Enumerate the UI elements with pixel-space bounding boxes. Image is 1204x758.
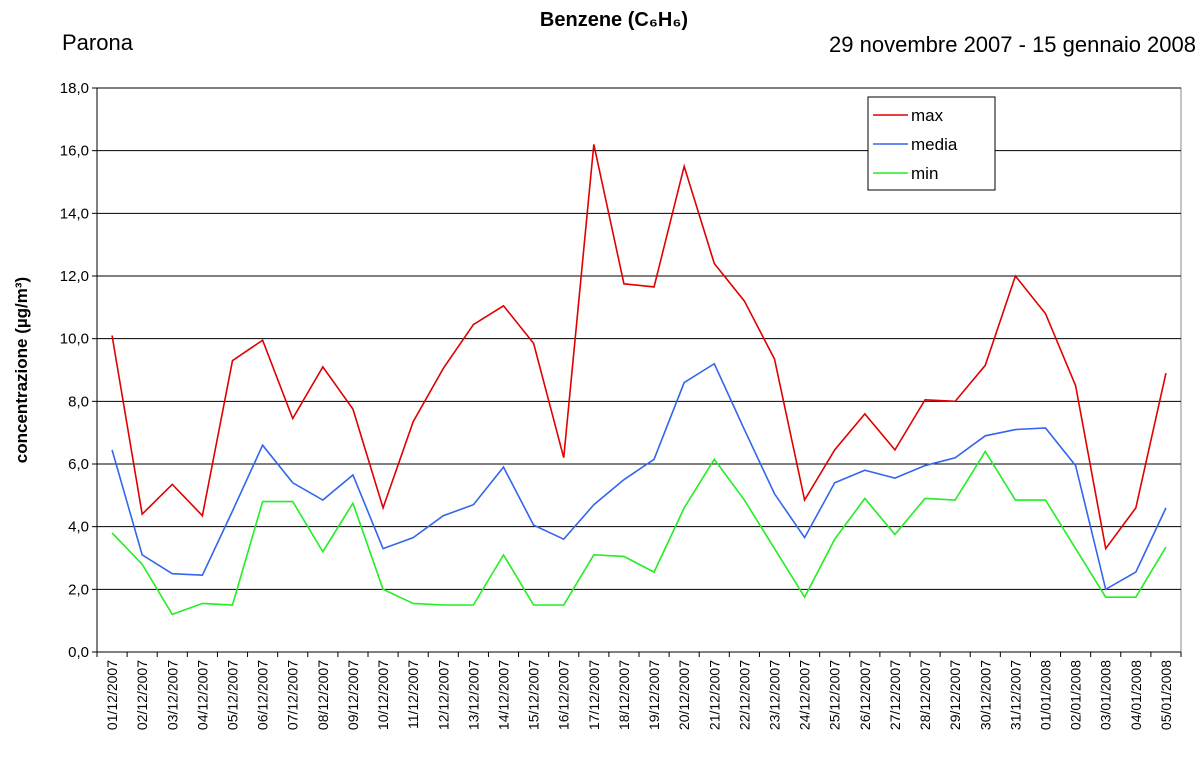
x-tick-label: 04/01/2008	[1128, 660, 1144, 730]
y-tick-label: 2,0	[68, 581, 89, 598]
x-tick-label: 02/01/2008	[1068, 660, 1084, 730]
chart-title: Benzene (C₆H₆)	[540, 9, 688, 31]
data-line	[111, 449, 1167, 616]
x-tick-label: 05/12/2007	[225, 660, 241, 730]
x-tick-label: 01/01/2008	[1038, 660, 1054, 730]
legend-label: min	[911, 164, 938, 183]
x-tick-label: 04/12/2007	[194, 660, 210, 730]
data-line	[111, 144, 1167, 551]
legend-label: max	[911, 106, 944, 125]
x-tick-label: 17/12/2007	[586, 660, 602, 730]
x-tick-label: 20/12/2007	[676, 660, 692, 730]
x-tick-label: 07/12/2007	[285, 660, 301, 730]
x-tick-label: 12/12/2007	[435, 660, 451, 730]
x-tick-label: 27/12/2007	[887, 660, 903, 730]
y-tick-label: 0,0	[68, 644, 89, 661]
location: Parona	[62, 30, 134, 55]
x-tick-label: 08/12/2007	[315, 660, 331, 730]
x-tick-label: 03/12/2007	[164, 660, 180, 730]
x-tick-label: 21/12/2007	[706, 660, 722, 730]
x-tick-label: 22/12/2007	[736, 660, 752, 730]
x-tick-label: 03/01/2008	[1098, 660, 1114, 730]
y-tick-label: 18,0	[60, 80, 89, 97]
x-tick-label: 14/12/2007	[496, 660, 512, 730]
x-tick-label: 01/12/2007	[104, 660, 120, 730]
x-tick-label: 13/12/2007	[465, 660, 481, 730]
plot-area	[96, 87, 1182, 653]
x-tick-label: 31/12/2007	[1007, 660, 1023, 730]
x-tick-label: 30/12/2007	[977, 660, 993, 730]
x-tick-label: 19/12/2007	[646, 660, 662, 730]
x-tick-label: 16/12/2007	[556, 660, 572, 730]
x-tick-label: 23/12/2007	[767, 660, 783, 730]
y-tick-label: 16,0	[60, 143, 89, 160]
x-tick-label: 02/12/2007	[134, 660, 150, 730]
y-tick-label: 10,0	[60, 331, 89, 348]
y-tick-label: 14,0	[60, 205, 89, 222]
data-line	[111, 362, 1167, 591]
x-tick-label: 28/12/2007	[917, 660, 933, 730]
y-tick-label: 12,0	[60, 268, 89, 285]
y-tick-label: 6,0	[68, 456, 89, 473]
y-axis-label: concentrazione (µg/m³)	[12, 277, 31, 463]
x-tick-label: 15/12/2007	[526, 660, 542, 730]
chart-subtitle: 29 novembre 2007 - 15 gennaio 2008	[829, 32, 1196, 57]
x-tick-label: 29/12/2007	[947, 660, 963, 730]
x-tick-label: 18/12/2007	[616, 660, 632, 730]
x-tick-label: 25/12/2007	[827, 660, 843, 730]
legend-label: media	[911, 135, 958, 154]
x-tick-label: 26/12/2007	[857, 660, 873, 730]
x-tick-label: 24/12/2007	[797, 660, 813, 730]
x-tick-label: 06/12/2007	[255, 660, 271, 730]
x-tick-label: 05/01/2008	[1158, 660, 1174, 730]
x-tick-label: 11/12/2007	[405, 660, 421, 729]
y-tick-label: 8,0	[68, 393, 89, 410]
x-tick-label: 10/12/2007	[375, 660, 391, 730]
y-tick-label: 4,0	[68, 519, 89, 536]
x-tick-label: 09/12/2007	[345, 660, 361, 730]
